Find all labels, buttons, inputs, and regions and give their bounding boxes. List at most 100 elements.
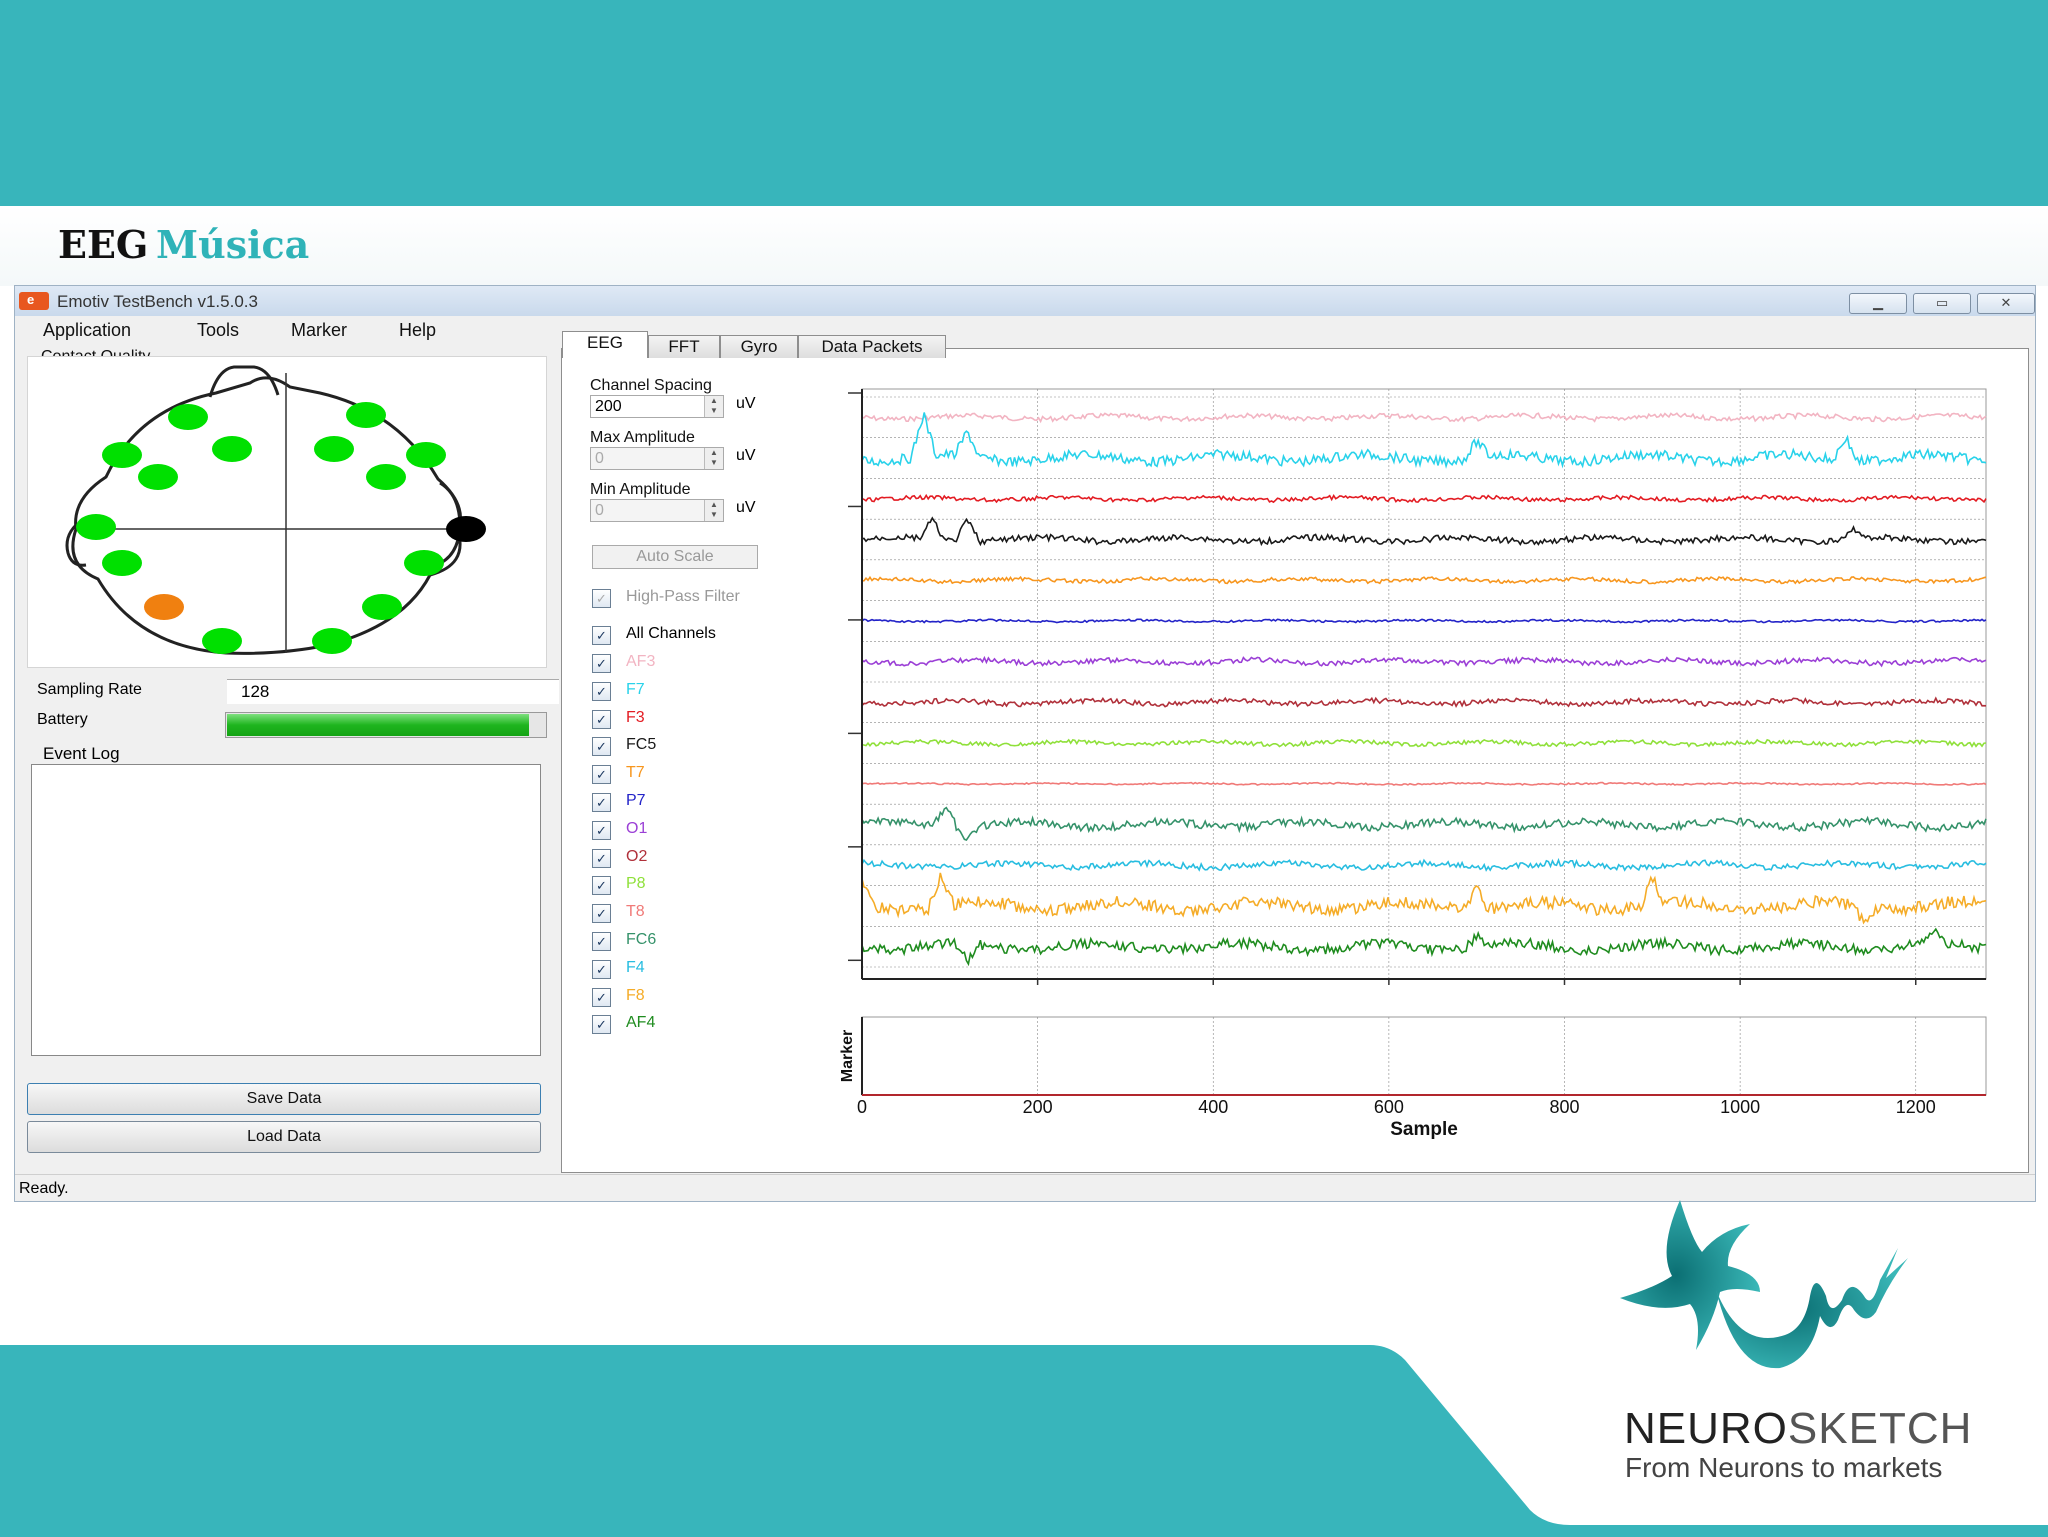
channel-checkbox-t7[interactable]: ✓ — [592, 765, 611, 785]
slide-title-musica: Música — [156, 222, 310, 267]
channel-checkbox-fc6[interactable]: ✓ — [592, 932, 611, 951]
channel-label-p8: P8 — [626, 875, 646, 893]
spin-arrows-icon[interactable]: ▲ ▼ — [704, 448, 723, 469]
status-text: Ready. — [19, 1180, 69, 1197]
sensor-dot — [102, 550, 142, 576]
channel-checkbox-t8[interactable]: ✓ — [592, 904, 611, 924]
channel-checkbox-fc5[interactable]: ✓ — [592, 737, 611, 757]
x-tick-label: 200 — [1023, 1097, 1053, 1117]
sensor-dot — [144, 594, 184, 620]
min-amplitude-input[interactable]: 0 ▲ ▼ — [590, 499, 724, 522]
marker-plot-frame — [861, 1016, 1987, 1096]
channel-label-f8: F8 — [626, 986, 645, 1004]
sensor-dot — [312, 628, 352, 654]
x-tick-label: 0 — [857, 1097, 867, 1117]
trace-f4 — [861, 857, 1987, 872]
channel-checkbox-af3[interactable]: ✓ — [592, 654, 611, 673]
menu-help[interactable]: Help — [399, 320, 437, 340]
neurosketch-neuron-logo — [1620, 1200, 1908, 1369]
marker-axis-label: Marker — [839, 1030, 856, 1082]
battery-fill — [227, 714, 529, 736]
channel-spacing-unit: uV — [736, 395, 756, 412]
trace-fc5 — [861, 516, 1987, 547]
x-tick-label: 1200 — [1896, 1097, 1936, 1117]
app-window: e Emotiv TestBench v1.5.0.3 ▁ ▭ ✕ Applic… — [14, 285, 2036, 1202]
max-amplitude-input[interactable]: 0 ▲ ▼ — [590, 447, 724, 470]
channel-checkbox-p7[interactable]: ✓ — [592, 793, 611, 812]
window-titlebar[interactable]: e Emotiv TestBench v1.5.0.3 ▁ ▭ ✕ — [15, 286, 2035, 316]
maximize-icon[interactable]: ▭ — [1913, 293, 1971, 314]
save-data-button[interactable]: Save Data — [27, 1083, 541, 1115]
slide-bottom-band — [0, 1345, 2048, 1537]
contact-quality-map — [27, 356, 547, 668]
max-amplitude-value: 0 — [595, 450, 604, 467]
channel-spacing-input[interactable]: 200 ▲ ▼ — [590, 395, 724, 418]
trace-af3 — [861, 411, 1987, 424]
sampling-rate-value: 128 — [227, 679, 559, 704]
sensor-dot — [346, 402, 386, 428]
sensor-dot — [404, 550, 444, 576]
x-tick-label: 400 — [1198, 1097, 1228, 1117]
event-log-list[interactable] — [31, 764, 541, 1056]
trace-p7 — [861, 618, 1987, 624]
left-ear — [65, 523, 87, 567]
channel-spacing-label: Channel Spacing — [590, 377, 712, 394]
minimize-icon[interactable]: ▁ — [1849, 293, 1907, 314]
eeg-plot-frame — [861, 388, 1987, 980]
menu-application[interactable]: Application — [43, 320, 132, 340]
load-data-button[interactable]: Load Data — [27, 1121, 541, 1153]
menu-bar: Application Tools Marker Help — [15, 316, 2035, 344]
tab-fft[interactable]: FFT — [648, 335, 720, 358]
min-amplitude-value: 0 — [595, 502, 604, 519]
close-icon[interactable]: ✕ — [1977, 293, 2035, 314]
max-amplitude-unit: uV — [736, 447, 756, 464]
channel-checkbox-f4[interactable]: ✓ — [592, 959, 611, 979]
max-amplitude-label: Max Amplitude — [590, 429, 695, 446]
channel-checkbox-p8[interactable]: ✓ — [592, 876, 611, 896]
brand-name-bold: NEURO — [1624, 1404, 1788, 1453]
channel-label-f3: F3 — [626, 708, 645, 726]
battery-meter — [225, 712, 547, 738]
trace-f8 — [861, 872, 1987, 925]
battery-label: Battery — [37, 711, 88, 728]
x-tick-label: 1000 — [1720, 1097, 1760, 1117]
channel-label-f4: F4 — [626, 958, 645, 976]
auto-scale-button[interactable]: Auto Scale — [592, 545, 758, 569]
channel-checkbox-af4[interactable]: ✓ — [592, 1015, 611, 1035]
tab-eeg[interactable]: EEG — [562, 331, 648, 358]
head-outline — [71, 376, 462, 655]
channel-checkbox-f7[interactable]: ✓ — [592, 681, 611, 701]
channel-checkbox-o2[interactable]: ✓ — [592, 848, 611, 868]
channel-label-fc6: FC6 — [626, 931, 657, 948]
menu-tools[interactable]: Tools — [197, 320, 240, 340]
spin-arrows-icon[interactable]: ▲ ▼ — [704, 396, 723, 417]
trace-o1 — [861, 655, 1987, 668]
channel-checkbox-f3[interactable]: ✓ — [592, 709, 611, 729]
slide-top-band — [0, 0, 2048, 206]
sensor-dot — [102, 442, 142, 468]
sensor-dot — [168, 404, 208, 430]
channel-checkbox-o1[interactable]: ✓ — [592, 820, 611, 840]
channel-spacing-value: 200 — [595, 398, 622, 415]
spin-arrows-icon[interactable]: ▲ ▼ — [704, 500, 723, 521]
brand-name: NEUROSKETCH — [1624, 1404, 1972, 1454]
nose-outline — [208, 365, 280, 398]
slide-title-strip — [0, 206, 2048, 286]
status-divider — [15, 1174, 2035, 1175]
trace-p8 — [861, 738, 1987, 748]
eeg-chart: 0 200 400 600 800 1000 1200 Sample Marker — [839, 388, 1987, 1140]
sensor-dot — [362, 594, 402, 620]
tab-data-packets[interactable]: Data Packets — [798, 335, 946, 358]
head-diagram — [65, 365, 486, 655]
trace-f3 — [861, 493, 1987, 504]
sensor-dot — [446, 516, 486, 542]
high-pass-checkbox[interactable]: ✓ — [592, 589, 611, 608]
trace-t8 — [861, 781, 1987, 786]
x-tick-label: 600 — [1374, 1097, 1404, 1117]
channel-checkbox-f8[interactable]: ✓ — [592, 987, 611, 1007]
emotiv-logo-icon: e — [19, 292, 49, 310]
menu-marker[interactable]: Marker — [291, 320, 348, 340]
all-channels-checkbox[interactable]: ✓ — [592, 626, 611, 645]
slide-title-eeg: EEG — [58, 222, 149, 267]
tab-gyro[interactable]: Gyro — [720, 335, 798, 358]
